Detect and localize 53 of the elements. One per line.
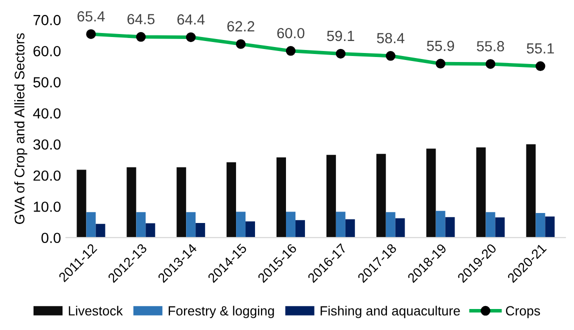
bar [176,167,186,238]
data-label: 60.0 [277,28,304,38]
bar [476,147,486,238]
bar [76,170,86,238]
bar [526,144,536,238]
bar [276,157,286,238]
y-axis-title: GVA of Crop and Allied Sectors [14,33,28,224]
y-tick-label: 50.0 [33,77,61,88]
bar [136,212,146,238]
y-tick-label: 40.0 [33,108,61,119]
bar [495,217,505,238]
legend-label: Livestock [68,306,123,316]
y-tick-label: 60.0 [34,46,61,56]
bar [336,212,346,238]
y-tick-label: 10.0 [34,202,61,212]
bar [196,222,206,238]
bar [345,219,355,238]
bar [236,212,246,238]
data-label: 55.1 [526,43,554,54]
bar [376,154,386,238]
legend-label: Fishing and aquaculture [320,306,460,318]
legend-label: Crops [506,306,540,318]
data-label: 59.1 [327,30,354,42]
bar [386,212,396,238]
legend-label: Forestry & logging [168,306,274,318]
data-label: 64.5 [127,14,154,24]
data-label: 65.4 [78,11,105,22]
bar [436,210,446,238]
bar [486,212,496,238]
bar [286,212,296,238]
data-label: 64.4 [177,14,205,25]
data-label: 55.9 [426,40,454,52]
bar [426,148,436,238]
bar [295,220,305,238]
y-tick-label: 70.0 [34,14,61,26]
bar [126,167,136,238]
bar [186,212,196,238]
bar [146,223,156,238]
y-tick-label: 20.0 [34,170,61,181]
data-label: 58.4 [377,32,404,44]
bar [246,221,256,238]
y-tick-label: 30.0 [33,139,61,150]
bar [326,154,336,238]
data-label: 62.2 [227,21,254,32]
bar [545,216,555,238]
bar [226,162,236,238]
bar [536,213,546,238]
bar [445,217,455,238]
bar [86,212,96,238]
data-label: 55.8 [476,41,504,52]
bar [395,218,405,238]
bar [96,224,106,238]
y-tick-label: 0.0 [41,232,61,244]
